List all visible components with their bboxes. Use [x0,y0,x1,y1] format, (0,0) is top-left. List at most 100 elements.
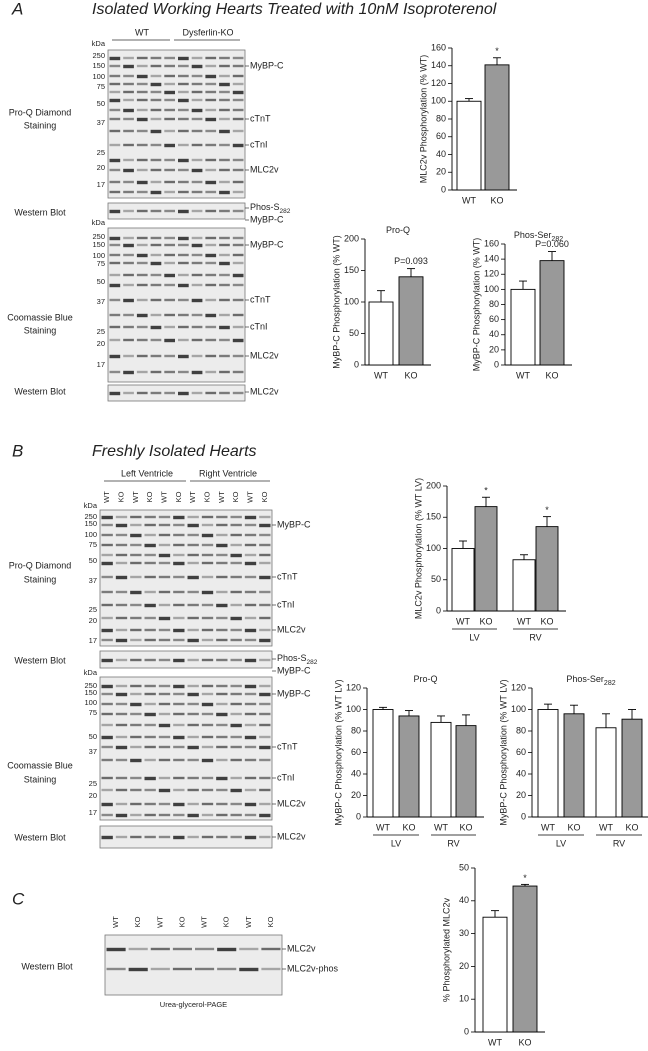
gel-band [232,190,244,194]
gel-band [115,553,128,557]
gel-band [178,82,189,86]
gel-band [259,835,271,839]
gel-band [109,273,121,277]
gel-band [130,723,142,727]
gel-band [191,261,203,265]
mw-marker: 25 [97,327,105,336]
gel-image [99,650,273,669]
gel-band [205,261,217,265]
bar [456,100,482,191]
gel-band [115,692,128,697]
mw-marker: 17 [97,180,105,189]
gel-band [158,515,171,519]
gel-band [230,745,242,749]
gel-band [259,543,271,547]
gel-band [261,947,281,951]
gel-band [187,561,199,565]
gel-band [244,813,257,817]
gel-band [178,64,189,68]
gel-band [232,370,244,374]
gel-image [99,676,273,821]
gel-band [178,129,189,133]
gel-band [164,253,175,257]
gel-band [109,391,121,396]
side-label: Staining [24,120,57,130]
gel-band [130,561,142,565]
y-tick-label: 0 [436,605,441,615]
gel-band [216,590,228,594]
gel-band [123,391,134,395]
gel-band [230,802,242,806]
gel-band [164,325,175,329]
gel-band [230,723,242,728]
gel-band [178,261,189,265]
gel-band [173,616,185,620]
gel-band [150,209,162,213]
gel-band [178,158,189,163]
band-label: cTnT [277,571,298,581]
gel-band [101,590,113,594]
gel-band [130,603,142,607]
gel-band [109,283,121,288]
gel-band [136,283,148,287]
gel-band [136,117,148,122]
side-label: Western Blot [14,655,66,665]
gel-band [205,190,217,194]
gel-band [191,74,203,78]
band-label: Phos-S282 [277,653,318,665]
gel-band [232,243,244,247]
gel-band [144,561,156,565]
gel-band [201,638,214,642]
gel-band [130,553,142,557]
gel-band [150,338,162,342]
mw-marker: 150 [84,688,97,697]
y-tick-label: 160 [431,42,446,52]
gel-band [150,325,162,330]
side-label: Western Blot [21,961,73,971]
gel-band [219,273,230,277]
x-tick-label: KO [459,822,472,832]
mw-marker: 37 [97,297,105,306]
gel-band [136,108,148,112]
gel-band [136,56,148,60]
gel-band [219,338,230,342]
mw-marker: 25 [89,605,97,614]
gel-band [187,603,199,607]
gel-band [244,523,257,527]
gel-band [201,776,214,780]
gel-band [259,758,271,762]
gel-band [130,575,142,579]
gel-band [216,788,228,792]
gel-band [130,745,142,749]
bar [484,64,510,191]
gel-band [178,283,189,288]
gel-band [259,523,271,528]
gel-band [178,313,189,317]
gel-band [230,590,242,594]
gel-band [232,143,244,148]
gel-band [158,543,171,547]
gel-band [144,638,156,642]
band-label-sub: 282 [307,659,318,666]
gel-band [244,692,257,696]
gel-band [191,117,203,121]
gel-band [158,638,171,642]
gel-band [123,236,134,240]
gel-band [115,776,128,780]
gel-band [150,56,162,60]
gel-band [232,283,244,287]
gel-band [130,835,142,839]
gel-band [191,325,203,329]
gel-band [191,298,203,303]
gel-band [144,835,156,839]
group-label: RV [613,838,625,848]
gel-band [150,98,162,102]
gel-band [230,543,242,547]
value-annotation: P=0.093 [394,256,428,266]
y-tick-label: 20 [516,790,526,800]
bar [398,715,420,818]
gel-band [144,758,156,762]
gel-band [232,338,244,343]
mw-marker: 17 [89,636,97,645]
gel-band [164,261,175,265]
